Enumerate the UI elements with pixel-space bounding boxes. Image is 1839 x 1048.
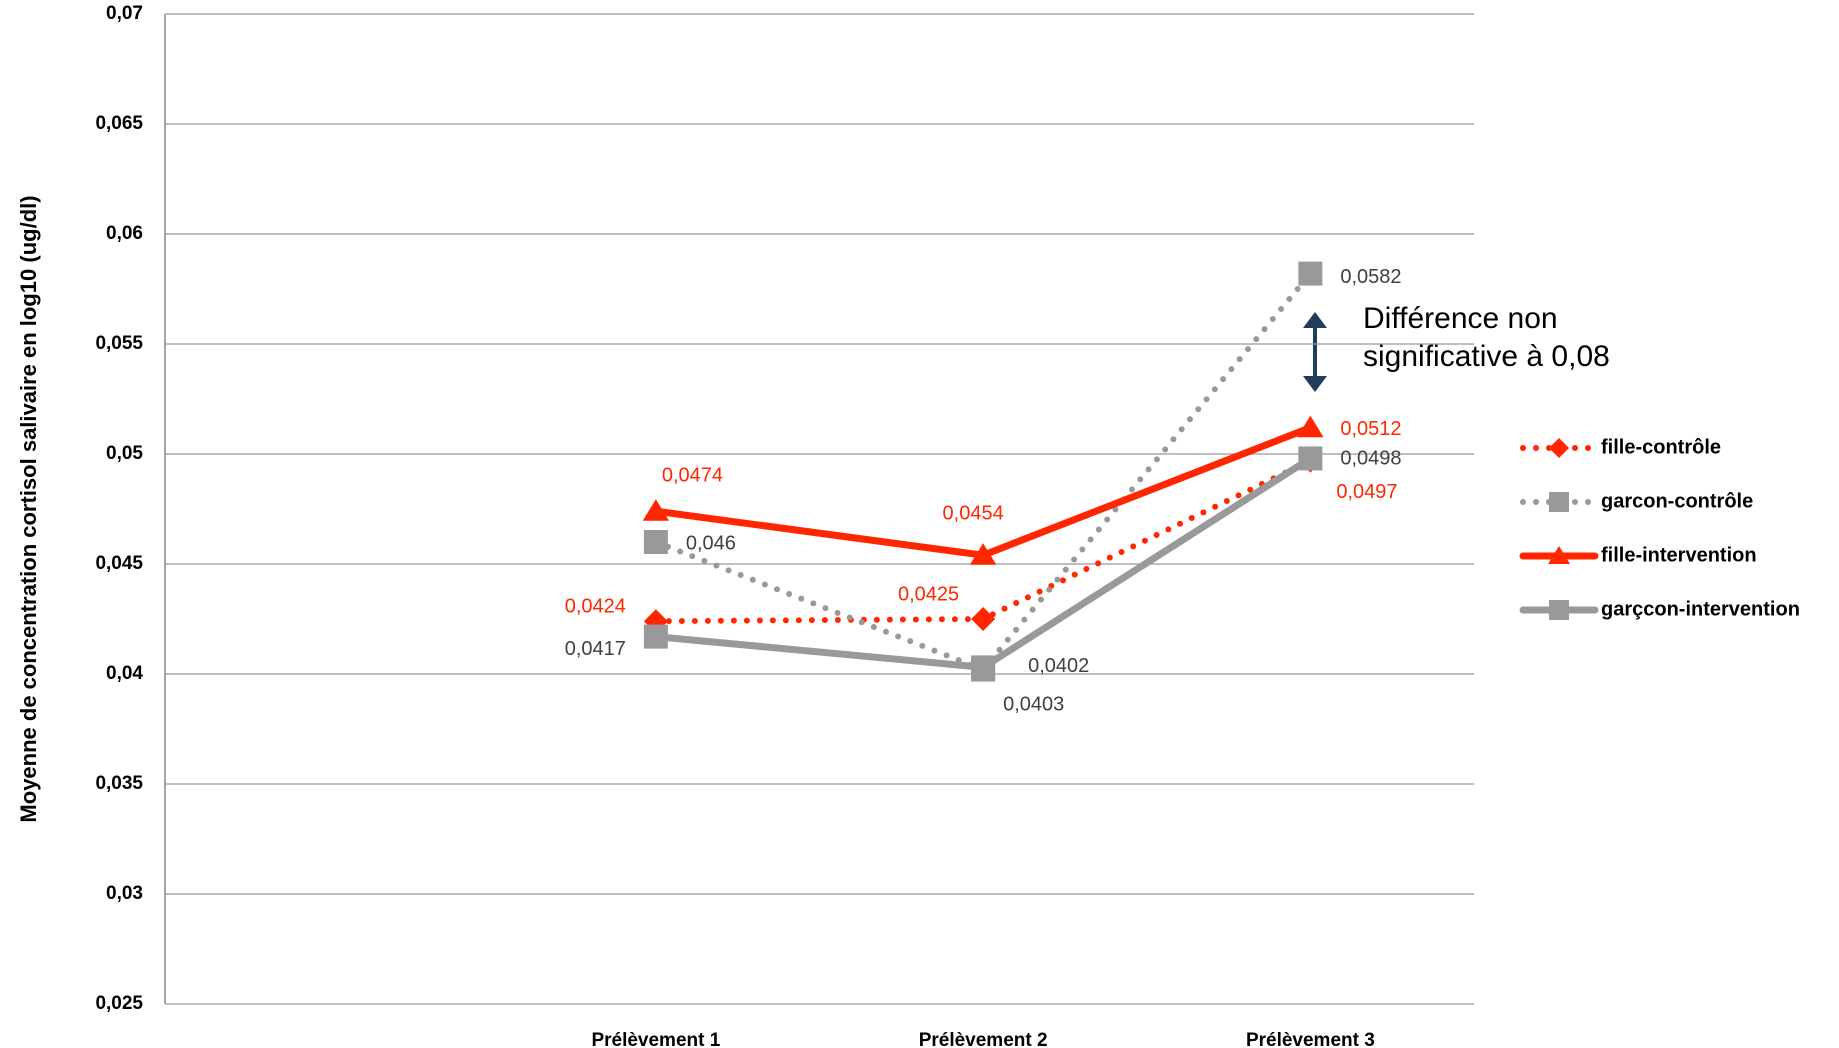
y-tick-label: 0,03	[106, 883, 143, 904]
legend-label: fille-intervention	[1601, 544, 1757, 566]
value-label: 0,0403	[1003, 694, 1064, 716]
y-axis-label: Moyenne de concentration cortisol saliva…	[16, 195, 41, 822]
y-tick-label: 0,045	[95, 553, 143, 574]
y-tick-label: 0,035	[95, 773, 143, 794]
legend-marker	[1548, 546, 1570, 564]
y-tick-label: 0,065	[95, 113, 143, 134]
marker	[642, 499, 670, 521]
legend-label: fille-contrôle	[1601, 436, 1721, 458]
value-label: 0,0402	[1028, 655, 1089, 677]
y-tick-label: 0,04	[106, 663, 143, 684]
legend-label: garcon-contrôle	[1601, 490, 1753, 512]
value-label: 0,0512	[1340, 418, 1401, 440]
y-tick-label: 0,07	[106, 3, 143, 24]
value-label: 0,0425	[898, 583, 959, 605]
marker	[1298, 446, 1323, 471]
value-label: 0,0417	[565, 638, 626, 660]
series-line	[652, 424, 1314, 559]
legend-marker	[1549, 438, 1569, 458]
x-tick-label: Prélèvement 2	[919, 1030, 1048, 1048]
x-tick-label: Prélèvement 3	[1246, 1030, 1375, 1048]
annotation-arrow	[1303, 312, 1327, 392]
value-label: 0,0424	[565, 595, 626, 617]
value-label: 0,0454	[943, 502, 1004, 524]
y-tick-label: 0,06	[106, 223, 143, 244]
y-tick-label: 0,055	[95, 333, 143, 354]
x-tick-label: Prélèvement 1	[591, 1030, 720, 1048]
marker	[971, 607, 996, 631]
marker	[969, 543, 997, 565]
series-line	[652, 457, 1314, 625]
marker	[643, 624, 668, 649]
annotation: Différence non significative à 0,08	[1363, 302, 1610, 373]
marker	[643, 530, 668, 554]
y-tick-label: 0,05	[106, 443, 143, 464]
value-label: 0,0497	[1336, 481, 1397, 503]
marker	[1297, 415, 1324, 438]
value-label: 0,0474	[662, 464, 723, 486]
legend-entry: garcon-contrôle	[1520, 490, 1753, 512]
legend-marker	[1549, 600, 1569, 620]
legend-entry: fille-contrôle	[1520, 436, 1721, 458]
marker	[971, 655, 996, 680]
legend-entry: fille-intervention	[1519, 544, 1757, 566]
value-label: 0,0582	[1340, 266, 1401, 288]
y-tick-label: 0,025	[95, 993, 143, 1014]
legend-marker	[1549, 492, 1569, 512]
value-label: 0,0498	[1340, 448, 1401, 470]
legend-entry: garçcon-intervention	[1519, 598, 1800, 620]
marker	[1298, 261, 1323, 286]
value-label: 0,046	[686, 532, 736, 554]
legend-label: garçcon-intervention	[1601, 598, 1800, 620]
